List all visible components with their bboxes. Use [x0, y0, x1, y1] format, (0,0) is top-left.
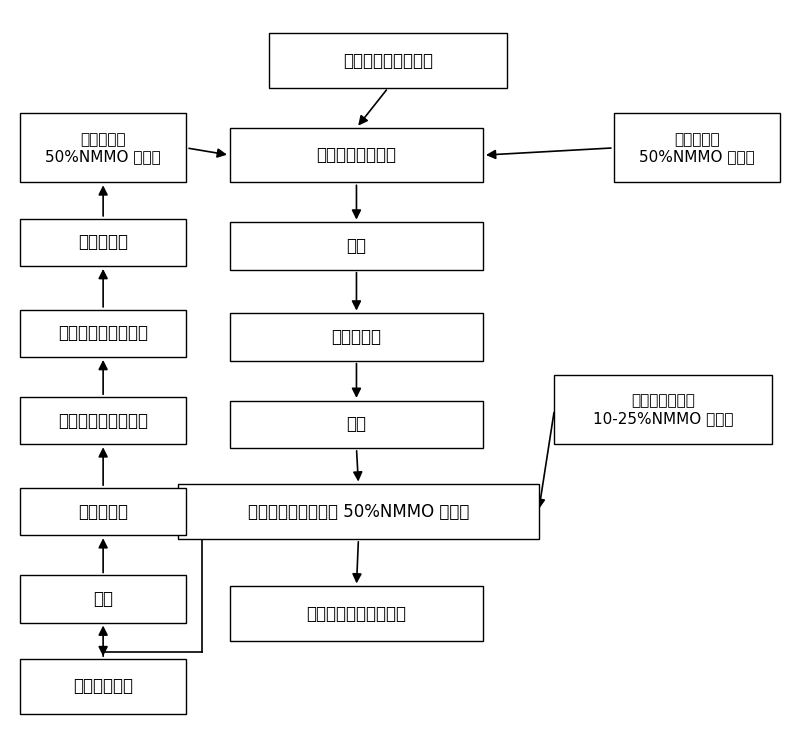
FancyBboxPatch shape — [20, 219, 186, 266]
Text: 质量浓度为
50%NMMO 水溶液: 质量浓度为 50%NMMO 水溶液 — [46, 132, 161, 164]
Text: 混合、脱水、溶胀: 混合、脱水、溶胀 — [317, 146, 397, 164]
Text: 双氧水氧化: 双氧水氧化 — [78, 233, 128, 252]
Text: 再生蛋白质纤维后处理: 再生蛋白质纤维后处理 — [306, 604, 406, 623]
FancyBboxPatch shape — [230, 128, 483, 183]
Text: 溶解: 溶解 — [346, 237, 366, 255]
FancyBboxPatch shape — [230, 222, 483, 270]
Text: 质量浓度为
50%NMMO 水溶液: 质量浓度为 50%NMMO 水溶液 — [639, 132, 754, 164]
FancyBboxPatch shape — [20, 576, 186, 623]
FancyBboxPatch shape — [20, 488, 186, 535]
FancyBboxPatch shape — [178, 484, 538, 539]
FancyBboxPatch shape — [20, 397, 186, 445]
Text: 纺丝: 纺丝 — [346, 415, 366, 434]
Text: 再生蛋白质纤维原料: 再生蛋白质纤维原料 — [343, 52, 433, 70]
FancyBboxPatch shape — [230, 587, 483, 641]
Text: 阳离子交换树脂处理: 阳离子交换树脂处理 — [58, 325, 148, 342]
Text: 凝固浴接收槽: 凝固浴接收槽 — [73, 677, 133, 696]
FancyBboxPatch shape — [270, 33, 507, 88]
FancyBboxPatch shape — [230, 400, 483, 448]
Text: 阴离子交换树脂处理: 阴离子交换树脂处理 — [58, 411, 148, 430]
Text: 加入质量浓度为
10-25%NMMO 水溶液: 加入质量浓度为 10-25%NMMO 水溶液 — [593, 394, 734, 426]
FancyBboxPatch shape — [614, 113, 780, 183]
Text: 过滤、脱泡: 过滤、脱泡 — [331, 328, 382, 346]
FancyBboxPatch shape — [20, 310, 186, 357]
FancyBboxPatch shape — [20, 113, 186, 183]
FancyBboxPatch shape — [230, 314, 483, 361]
FancyBboxPatch shape — [554, 375, 772, 445]
Text: 粗滤: 粗滤 — [93, 590, 113, 608]
FancyBboxPatch shape — [20, 659, 186, 714]
Text: 微孔膜微滤: 微孔膜微滤 — [78, 503, 128, 520]
Text: 凝固浴：质量浓度为 50%NMMO 水溶液: 凝固浴：质量浓度为 50%NMMO 水溶液 — [248, 503, 469, 520]
